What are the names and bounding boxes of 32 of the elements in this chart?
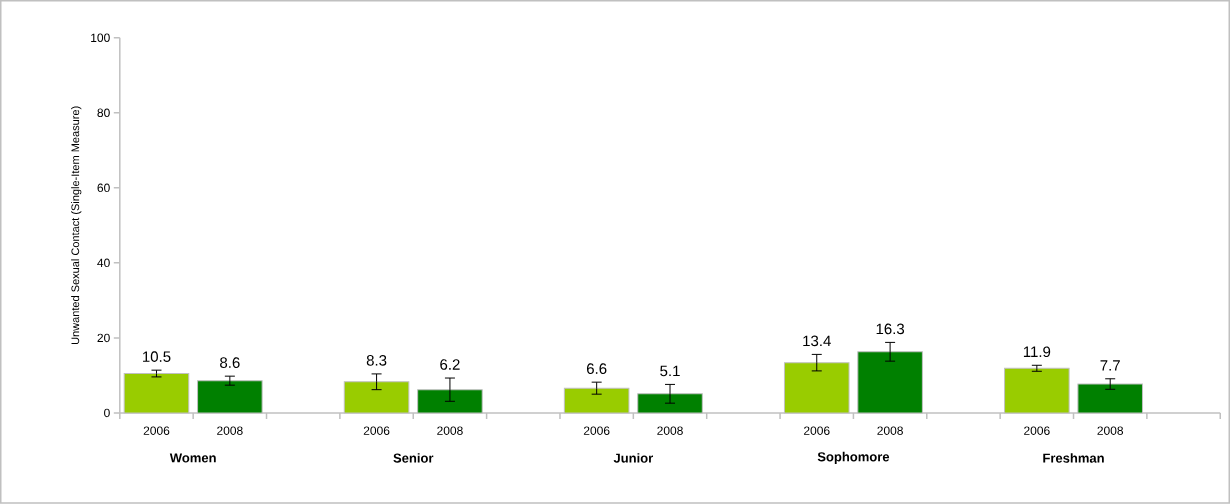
- x-tick-label: Junior: [613, 453, 654, 463]
- data-label: 16.3: [876, 323, 905, 335]
- data-label: 11.9: [1023, 346, 1051, 358]
- y-tick-label: 20: [97, 333, 110, 343]
- text: 2008: [437, 426, 463, 436]
- data-label: 13.4: [803, 335, 831, 347]
- text: 2008: [1097, 426, 1124, 436]
- text: 2006: [1024, 426, 1050, 436]
- text: 2006: [363, 426, 390, 436]
- data-label: 6.2: [440, 359, 460, 370]
- y-tick-label: 60: [97, 183, 110, 193]
- x-tick-label: Senior: [393, 453, 434, 463]
- y-tick-label: 40: [97, 258, 110, 268]
- x-tick-label: Freshman: [1043, 453, 1104, 463]
- data-label: 8.6: [220, 357, 240, 369]
- data-label: 8.3: [366, 355, 387, 366]
- y-tick-label: 0: [104, 408, 110, 418]
- data-label: 6.6: [587, 363, 607, 375]
- text: 2006: [583, 426, 610, 436]
- text: 2008: [657, 426, 683, 436]
- data-label: 10.5: [143, 351, 171, 363]
- data-label: 7.7: [1100, 360, 1120, 371]
- series-label: 2008: [217, 426, 243, 436]
- series-label: 2006: [143, 426, 170, 436]
- text: 2006: [803, 426, 830, 436]
- y-tick-label: 80: [97, 108, 110, 118]
- data-label: 5.1: [660, 365, 680, 377]
- x-tick-label: Sophomore: [817, 452, 890, 465]
- y-axis-title: Unwanted Sexual Contact (Single-Item Measure): [71, 106, 82, 345]
- y-tick-label: 100: [91, 33, 110, 43]
- x-tick-label: Women: [169, 453, 216, 463]
- text: 2008: [877, 426, 903, 436]
